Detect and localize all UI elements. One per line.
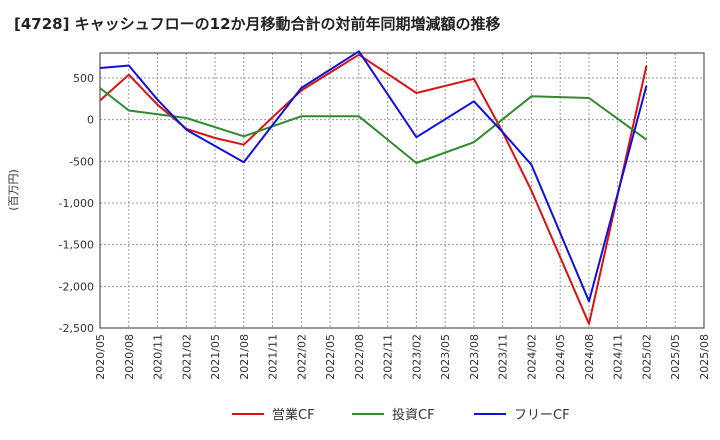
y-axis: 500 0 -500 -1,000 -1,500 -2,000 -2,500 (59, 72, 94, 335)
x-tick-label: 2025/05 (669, 334, 682, 380)
x-tick-label: 2021/08 (238, 334, 251, 380)
legend-label: 営業CF (272, 407, 315, 423)
x-axis: 2020/05 2020/08 2020/11 2021/02 2021/05 2021/… (94, 334, 711, 380)
x-tick-label: 2024/11 (612, 334, 625, 380)
legend-label: 投資CF (392, 407, 435, 423)
x-tick-label: 2023/05 (439, 334, 452, 380)
x-tick-label: 2020/08 (123, 334, 136, 380)
x-tick-label: 2023/02 (410, 334, 423, 380)
x-tick-label: 2020/11 (152, 334, 165, 380)
y-tick-label: -2,500 (59, 322, 94, 335)
y-tick-label: -2,000 (59, 280, 94, 293)
x-tick-label: 2022/08 (353, 334, 366, 380)
grid-lines (99, 53, 705, 329)
y-tick-label: -500 (69, 155, 94, 168)
x-tick-label: 2023/11 (497, 334, 510, 380)
series-lines (99, 50, 648, 325)
plot-area-frame (99, 52, 705, 329)
x-tick-label: 2024/08 (583, 334, 596, 380)
y-tick-label: -1,500 (59, 239, 94, 252)
x-tick-label: 2024/05 (554, 334, 567, 380)
series-line (99, 87, 648, 164)
x-tick-label: 2024/02 (525, 334, 538, 380)
x-tick-label: 2025/08 (698, 334, 711, 380)
x-tick-label: 2021/02 (180, 334, 193, 380)
legend: 営業CF 投資CF フリーCF (232, 407, 570, 423)
y-axis-label: (百万円) (7, 169, 20, 211)
x-tick-label: 2022/11 (382, 334, 395, 380)
y-tick-label: 0 (87, 114, 94, 127)
x-tick-label: 2022/02 (295, 334, 308, 380)
y-tick-label: -1,000 (59, 197, 94, 210)
series-line (99, 53, 648, 325)
x-tick-label: 2020/05 (94, 334, 107, 380)
x-tick-label: 2023/08 (468, 334, 481, 380)
x-tick-label: 2022/05 (324, 334, 337, 380)
y-tick-label: 500 (73, 72, 94, 85)
series-line (99, 50, 648, 303)
chart-title: [4728] キャッシュフローの12か月移動合計の対前年同期増減額の推移 (14, 15, 501, 33)
legend-label: フリーCF (514, 408, 570, 423)
x-tick-label: 2021/05 (209, 334, 222, 380)
x-tick-label: 2025/02 (640, 334, 653, 380)
x-tick-label: 2021/11 (267, 334, 280, 380)
